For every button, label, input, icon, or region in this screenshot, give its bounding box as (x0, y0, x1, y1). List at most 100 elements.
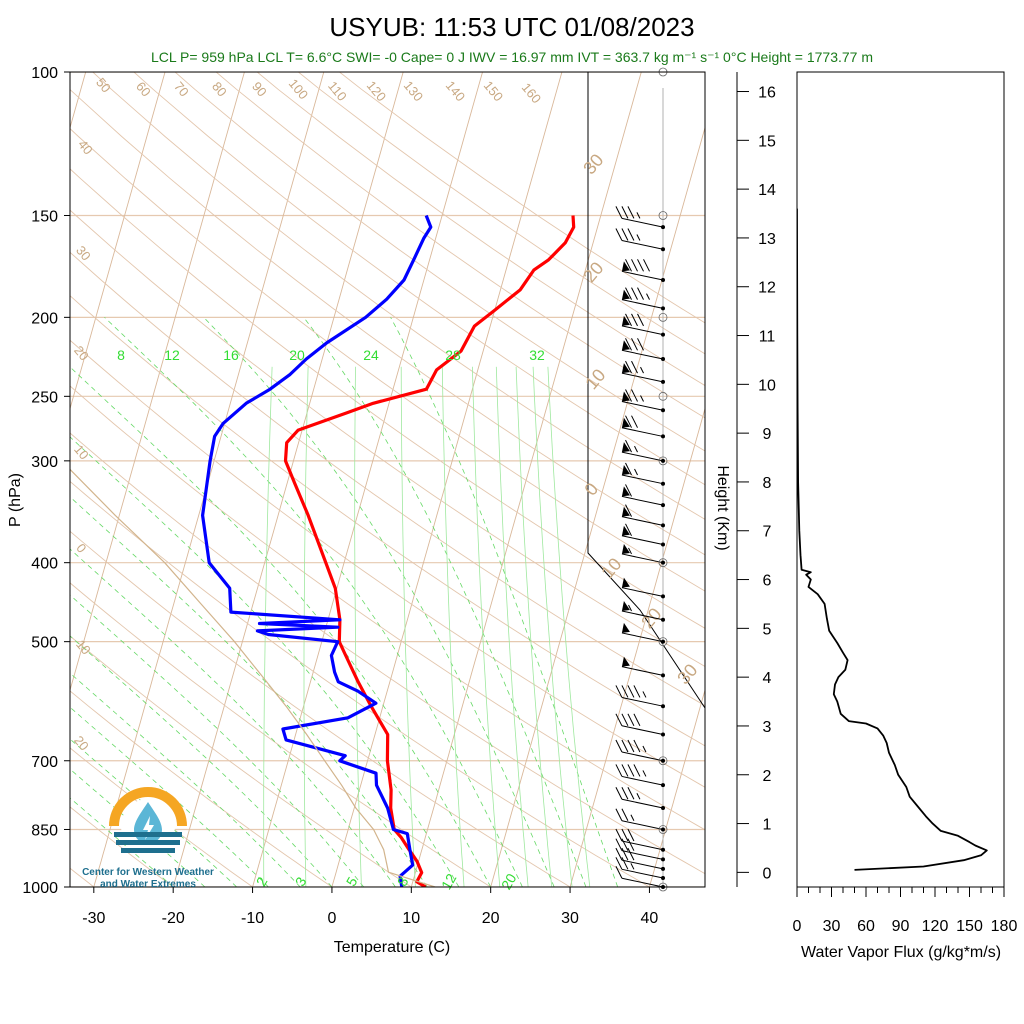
logo-wave-3 (121, 848, 175, 853)
wind-barb-flag (631, 360, 638, 374)
dry-adiabat-label: 60 (133, 79, 154, 100)
wind-barb-staff (621, 632, 664, 643)
y-tick-label: 400 (31, 556, 58, 573)
wind-barb-flag (627, 713, 635, 727)
dry-adiabat-line (70, 295, 705, 747)
skewt-plot-frame (69, 71, 706, 888)
chart-subtitle: LCL P= 959 hPa LCL T= 6.6°C SWI= -0 Cape… (151, 49, 873, 65)
dry-adiabat-line (70, 88, 705, 556)
dry-adiabat-label: 20 (71, 733, 92, 754)
dry-adiabat-line (70, 432, 705, 875)
wind-barb-flag (631, 389, 638, 402)
wind-barb-pennant (621, 417, 630, 428)
wind-barb-flag (615, 739, 623, 753)
wvf-x-tick-label: 150 (956, 918, 983, 935)
y-tick-label: 250 (31, 389, 58, 406)
dry-adiabat-line (70, 806, 174, 887)
wind-barb-flag (625, 484, 632, 497)
dry-adiabat-line (70, 385, 705, 831)
wind-barb-flag (615, 685, 623, 698)
barb-level-ring (658, 558, 668, 568)
chart-title: USYUB: 11:53 UTC 01/08/2023 (329, 12, 694, 42)
y-tick-label: 300 (31, 454, 58, 471)
mixing-ratio-label: 32 (529, 347, 545, 363)
wind-barb-pennant (621, 622, 630, 633)
wind-barb-flag (625, 313, 632, 327)
mixing-ratio-line (547, 366, 591, 887)
wind-barb-flag (627, 739, 635, 753)
wind-barb-staff (621, 725, 664, 736)
isotherm-line (803, 35, 1024, 905)
wind-barb-flag (625, 523, 632, 537)
mixing-ratio-line (532, 366, 573, 887)
wvf-y-tick-label: 0 (763, 865, 772, 882)
moist-adiabat-line (70, 594, 365, 887)
dry-adiabat-label: 30 (73, 243, 94, 264)
wind-barb-staff (621, 868, 664, 879)
wvf-x-axis-label: Water Vapor Flux (g/kg*m/s) (801, 944, 1001, 961)
wind-barb-flag (625, 389, 632, 402)
wind-barb-pennant (621, 315, 630, 326)
dry-adiabat-label: 120 (364, 78, 389, 104)
x-tick-label: -20 (162, 910, 185, 927)
dry-adiabat-label: 130 (401, 78, 426, 104)
isotherm-line (252, 72, 484, 887)
wind-barb-staff (621, 850, 664, 860)
wind-barb-flag (615, 808, 623, 821)
wind-barb-pennant (621, 656, 630, 667)
wvf-y-tick-label: 10 (758, 377, 776, 394)
y-tick-label: 200 (31, 310, 58, 327)
dry-adiabat-line (70, 867, 95, 887)
dry-adiabat-label: 160 (519, 80, 544, 106)
wind-barb-flag (615, 828, 623, 842)
wind-barb-pennant (621, 340, 630, 351)
wind-barb-flag (637, 313, 644, 327)
mixing-ratio-line (303, 366, 309, 887)
mixing-ratio-line (472, 366, 501, 887)
wind-barb-flag (627, 787, 635, 800)
mixing-ratio-line (263, 366, 273, 887)
wind-barb-flag (625, 360, 632, 374)
wind-barb-staff (621, 325, 664, 336)
wind-barb-pennant (621, 543, 630, 554)
wvf-flux-line (797, 208, 988, 871)
moist-adiabat-line (70, 672, 301, 887)
wind-barb-flag (627, 685, 635, 698)
wind-barb-flag (615, 206, 623, 219)
y-tick-label: 100 (31, 65, 58, 82)
wind-barb-half-flag (636, 793, 641, 800)
wind-barb-flag (615, 713, 623, 727)
barb-level-ring (658, 211, 668, 220)
wind-barb-flag (637, 338, 644, 351)
dry-adiabat-label: 110 (325, 78, 350, 104)
isotherm-line (172, 72, 404, 887)
wvf-x-tick-label: 180 (991, 918, 1018, 935)
wind-barb-flag (625, 415, 632, 428)
wind-barb-half-flag (642, 770, 647, 777)
dry-adiabat-line (70, 168, 705, 629)
mixing-ratio-line (441, 366, 465, 887)
wind-barb-pennant (621, 363, 630, 374)
wvf-y-tick-label: 15 (758, 133, 776, 150)
wind-barb-half-flag (640, 366, 644, 374)
wind-barb-staff (621, 666, 664, 676)
dry-adiabat-label: 40 (75, 137, 96, 158)
dry-adiabat-line (70, 747, 254, 887)
y-tick-label: 850 (31, 822, 58, 839)
wind-barb-flag (615, 228, 623, 241)
series-parcel-line (70, 468, 436, 887)
wind-barb-staff (621, 840, 664, 851)
x-tick-label: 10 (402, 910, 420, 927)
wind-barb-staff (621, 751, 664, 762)
barb-level-ring (658, 637, 668, 647)
isotherm-line (70, 72, 166, 411)
y-tick-label: 700 (31, 754, 58, 771)
wind-barb-staff (621, 877, 664, 888)
series-dewpoint-line (201, 214, 433, 887)
wind-barb-flag (615, 847, 623, 861)
wvf-y-tick-label: 4 (763, 670, 772, 687)
dry-adiabat-label: 70 (171, 79, 192, 100)
wind-barb-flag (621, 857, 629, 870)
isotherm-line (724, 35, 969, 905)
